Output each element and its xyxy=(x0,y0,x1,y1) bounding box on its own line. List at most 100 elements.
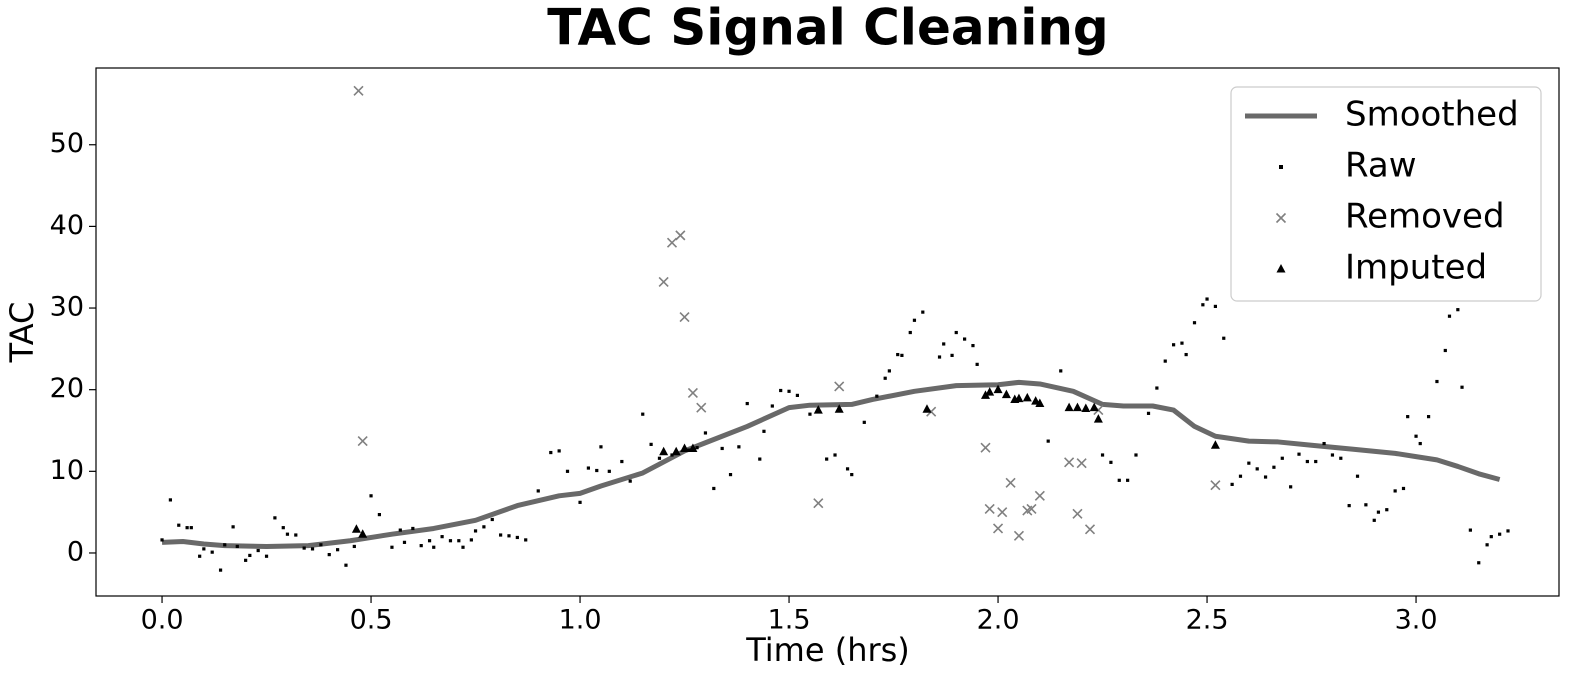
point-marker xyxy=(1355,474,1360,478)
point-marker xyxy=(745,401,749,406)
x-marker xyxy=(1026,503,1037,514)
point-marker xyxy=(369,494,373,498)
y-axis-label: TAC xyxy=(3,302,41,364)
point-marker xyxy=(975,362,979,366)
point-marker xyxy=(1201,303,1205,307)
triangle-marker xyxy=(351,524,361,533)
triangle-marker xyxy=(1089,402,1099,412)
triangle-marker xyxy=(659,446,669,456)
point-marker xyxy=(302,546,306,550)
point-marker xyxy=(469,538,473,542)
point-marker xyxy=(825,457,829,461)
legend-symbol xyxy=(1279,165,1283,169)
point-marker xyxy=(1297,452,1301,456)
point-marker xyxy=(427,539,432,543)
point-marker xyxy=(256,548,260,553)
point-marker xyxy=(586,466,591,470)
triangle-marker xyxy=(922,404,932,413)
triangle-marker xyxy=(1064,402,1074,412)
triangle-marker xyxy=(834,404,844,413)
chart-title: TAC Signal Cleaning xyxy=(547,0,1108,57)
legend-box xyxy=(1230,86,1542,302)
point-marker xyxy=(327,553,331,557)
triangle-marker xyxy=(1093,414,1103,423)
point-marker xyxy=(1280,456,1284,460)
triangle-marker xyxy=(1022,392,1032,402)
point-marker xyxy=(687,448,691,452)
x-marker xyxy=(1076,458,1087,469)
point-marker xyxy=(875,394,879,398)
point-marker xyxy=(248,553,252,558)
point-marker xyxy=(1322,441,1326,446)
x-marker xyxy=(984,503,995,514)
point-marker xyxy=(507,534,511,538)
point-marker xyxy=(954,330,958,335)
point-marker xyxy=(1305,459,1309,464)
triangle-marker xyxy=(1210,440,1220,449)
point-marker xyxy=(808,412,812,416)
point-marker xyxy=(1272,465,1276,469)
x-marker xyxy=(992,523,1004,534)
x-marker xyxy=(666,237,678,248)
point-marker xyxy=(862,420,866,424)
triangle-marker xyxy=(688,443,698,452)
point-marker xyxy=(402,540,407,544)
point-marker xyxy=(1222,336,1226,340)
point-marker xyxy=(1230,482,1234,486)
point-marker xyxy=(1213,304,1218,309)
point-marker xyxy=(536,489,540,493)
triangle-marker xyxy=(985,387,995,396)
point-marker xyxy=(231,525,235,529)
point-marker xyxy=(908,330,912,335)
x-tick-label: 1.0 xyxy=(559,605,602,636)
point-marker xyxy=(1372,518,1376,522)
legend: Smoothed Raw Removed Imputed xyxy=(1230,86,1542,302)
triangle-marker xyxy=(1035,398,1045,408)
legend-label: Imputed xyxy=(1345,248,1487,288)
point-marker xyxy=(336,548,340,552)
point-marker xyxy=(963,337,967,341)
point-marker xyxy=(620,459,624,464)
point-marker xyxy=(762,429,766,433)
point-marker xyxy=(1414,434,1418,438)
point-marker xyxy=(398,528,402,532)
point-marker xyxy=(950,353,954,357)
y-tick-label: 20 xyxy=(50,373,84,404)
point-marker xyxy=(1401,486,1406,491)
point-marker xyxy=(1100,453,1105,457)
point-marker xyxy=(565,469,570,473)
triangle-marker xyxy=(1072,402,1082,412)
point-marker xyxy=(264,554,269,558)
point-marker xyxy=(1184,352,1188,357)
point-marker xyxy=(1205,297,1209,301)
point-marker xyxy=(1443,348,1447,353)
triangle-marker xyxy=(680,443,690,452)
point-marker xyxy=(1255,467,1259,471)
point-marker xyxy=(1456,308,1460,312)
triangle-marker xyxy=(993,384,1003,394)
point-marker xyxy=(1330,453,1335,457)
x-marker xyxy=(1013,530,1025,541)
legend-symbol xyxy=(1276,264,1286,273)
point-marker xyxy=(210,550,214,554)
x-marker xyxy=(696,402,707,413)
point-marker xyxy=(473,529,478,533)
point-marker xyxy=(1155,386,1159,390)
x-tick-label: 2.5 xyxy=(1186,605,1229,636)
point-marker xyxy=(1126,478,1130,482)
point-marker xyxy=(912,318,917,322)
x-tick-label: 1.5 xyxy=(768,605,811,636)
point-marker xyxy=(921,310,925,314)
triangle-marker xyxy=(813,405,823,414)
y-tick-label: 50 xyxy=(50,128,84,159)
point-marker xyxy=(390,545,394,549)
point-marker xyxy=(1426,415,1431,419)
point-marker xyxy=(649,442,653,446)
triangle-marker xyxy=(1081,403,1091,412)
point-marker xyxy=(1134,453,1138,457)
point-marker xyxy=(1192,321,1197,325)
x-marker xyxy=(357,436,368,447)
plot-area xyxy=(160,85,1510,572)
point-marker xyxy=(1498,532,1502,536)
point-marker xyxy=(218,568,223,572)
